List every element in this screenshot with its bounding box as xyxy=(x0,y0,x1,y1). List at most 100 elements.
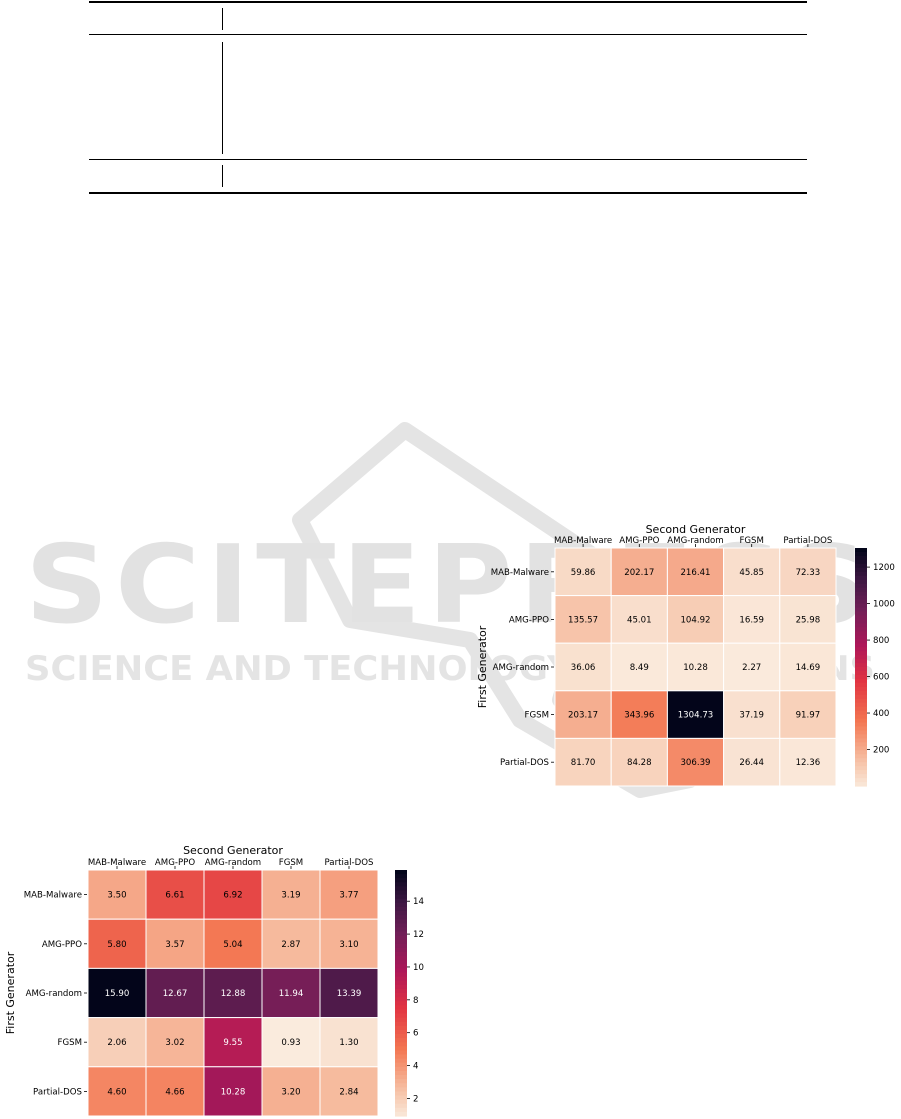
cell-value-label: 3.50 xyxy=(107,891,126,901)
cell-value-label: 5.04 xyxy=(223,940,242,950)
colorbar-segment xyxy=(395,1001,407,1006)
colorbar-segment xyxy=(855,615,867,620)
heatmap-cell xyxy=(610,737,668,787)
heatmap-cell xyxy=(319,1066,379,1117)
colorbar-segment xyxy=(395,1087,407,1092)
colorbar-segment xyxy=(395,935,407,941)
colorbar-segment xyxy=(855,770,867,775)
colorbar-segment xyxy=(395,894,407,900)
colorbar-segment xyxy=(855,667,867,672)
cell-value-label: 12.88 xyxy=(221,989,246,999)
colorbar-segment xyxy=(855,627,867,632)
heatmap-cell xyxy=(554,642,612,692)
cell-value-label: 306.39 xyxy=(680,758,710,768)
cell-value-label: 37.19 xyxy=(739,711,764,721)
heatmap-cell xyxy=(779,690,837,739)
colorbar-segment xyxy=(855,686,867,692)
cell-value-label: 6.92 xyxy=(223,891,242,901)
colorbar-segment xyxy=(395,931,407,937)
colorbar-segment xyxy=(395,984,407,990)
colorbar-segment xyxy=(395,939,407,945)
colorbar-tick-label: 6 xyxy=(413,1029,418,1039)
heatmap-cell xyxy=(666,595,725,644)
x-tick-label: MAB-Malware xyxy=(554,536,612,546)
colorbar-segment xyxy=(855,738,867,743)
colorbar-segment xyxy=(395,943,407,949)
heatmap-cell xyxy=(779,642,837,692)
colorbar-segment xyxy=(395,1099,407,1105)
colorbar-segment xyxy=(855,611,867,617)
cell-value-label: 15.90 xyxy=(105,989,130,999)
colorbar-segment xyxy=(855,758,867,763)
heatmap-cell xyxy=(723,642,781,692)
colorbar-segment xyxy=(855,551,867,557)
colorbar-segment xyxy=(855,718,867,724)
colorbar-tick-label: 12 xyxy=(413,930,424,940)
colorbar-segment xyxy=(395,1107,407,1113)
colorbar-tick-label: 14 xyxy=(413,897,424,907)
x-tick-label: AMG-random xyxy=(667,536,723,546)
cell-value-label: 9.55 xyxy=(223,1038,242,1048)
cell-value-label: 1304.73 xyxy=(678,711,714,721)
colorbar-segment xyxy=(855,714,867,720)
heatmap-cell xyxy=(87,967,147,1019)
colorbar-segment xyxy=(395,911,407,916)
colorbar-segment xyxy=(855,659,867,664)
colorbar-segment xyxy=(395,997,407,1002)
heatmap-cell xyxy=(261,967,321,1019)
colorbar-segment xyxy=(855,583,867,589)
colorbar-segment xyxy=(395,956,407,961)
table-bottom-rule xyxy=(89,192,807,194)
heatmap-cell xyxy=(666,737,725,787)
colorbar-segment xyxy=(395,988,407,994)
colorbar-segment xyxy=(855,639,867,644)
y-tick-label: Partial-DOS xyxy=(500,758,549,768)
cell-value-label: 343.96 xyxy=(624,711,654,721)
y-tick-label: AMG-PPO xyxy=(509,615,549,625)
colorbar-segment xyxy=(855,762,867,767)
colorbar-segment xyxy=(395,898,407,904)
colorbar-segment xyxy=(855,643,867,648)
cell-value-label: 36.06 xyxy=(571,663,596,673)
cell-value-label: 14.69 xyxy=(796,663,821,673)
colorbar-segment xyxy=(395,1050,407,1056)
y-tick-label: AMG-random xyxy=(493,663,549,673)
cell-value-label: 2.87 xyxy=(281,940,300,950)
colorbar-segment xyxy=(855,734,867,739)
colorbar-segment xyxy=(855,663,867,668)
cell-value-label: 45.01 xyxy=(627,615,652,625)
colorbar-segment xyxy=(395,1103,407,1109)
colorbar-tick-label: 800 xyxy=(873,636,889,646)
cell-value-label: 10.28 xyxy=(221,1087,246,1097)
colorbar-segment xyxy=(855,750,867,755)
colorbar-segment xyxy=(855,742,867,747)
colorbar-segment xyxy=(395,923,407,928)
table-top-rule xyxy=(89,1,807,3)
y-axis-title: First Generator xyxy=(4,951,17,1034)
heatmap-cell xyxy=(145,1066,205,1117)
cell-value-label: 1.30 xyxy=(339,1038,358,1048)
y-tick-label: AMG-PPO xyxy=(42,940,82,950)
heatmap-cell xyxy=(261,869,321,920)
x-tick-label: FGSM xyxy=(739,536,763,546)
heatmap-cell xyxy=(610,690,668,739)
y-tick-label: FGSM xyxy=(58,1038,82,1048)
cell-value-label: 13.39 xyxy=(337,989,362,999)
colorbar-segment xyxy=(855,678,867,684)
colorbar-segment xyxy=(855,575,867,581)
colorbar-segment xyxy=(395,1075,407,1080)
colorbar-segment xyxy=(395,919,407,924)
colorbar-segment xyxy=(395,927,407,933)
colorbar-segment xyxy=(855,603,867,609)
cell-value-label: 16.59 xyxy=(739,615,764,625)
colorbar-segment xyxy=(855,674,867,680)
colorbar-segment xyxy=(855,595,867,601)
x-tick-label: Partial-DOS xyxy=(325,858,374,868)
table-header-rule xyxy=(89,34,807,35)
colorbar-segment xyxy=(395,980,407,986)
colorbar-segment xyxy=(855,774,867,779)
heatmap-cell xyxy=(666,642,725,692)
cell-value-label: 216.41 xyxy=(680,568,710,578)
colorbar-segment xyxy=(855,706,867,712)
colorbar-segment xyxy=(395,1021,407,1027)
